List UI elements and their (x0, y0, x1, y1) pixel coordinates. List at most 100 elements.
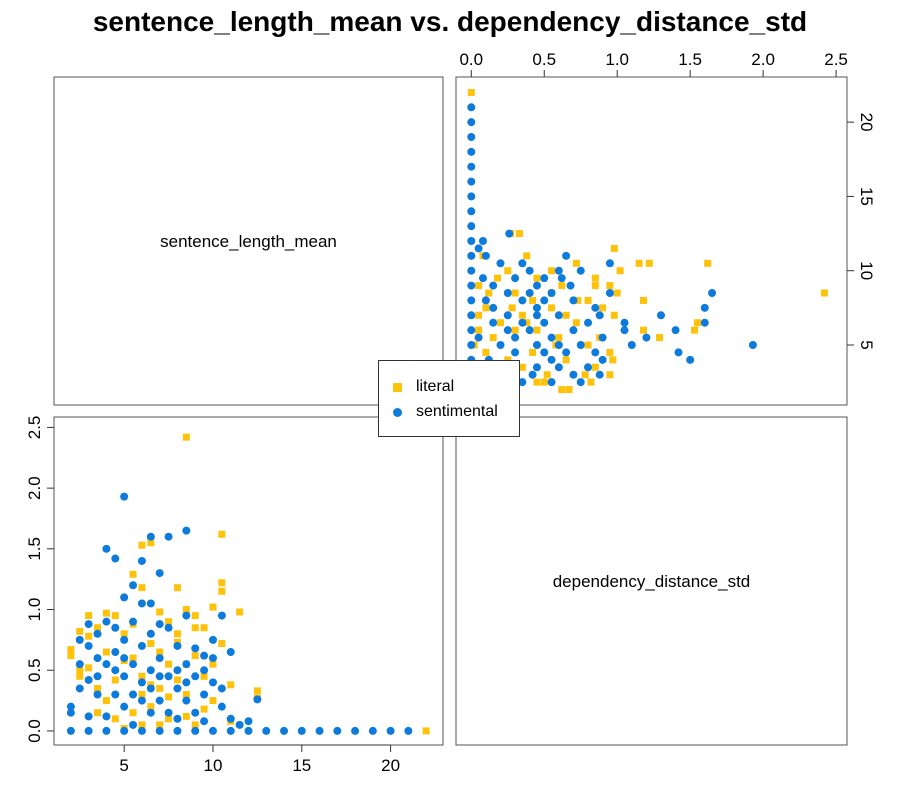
x-tick-label: 20 (381, 756, 400, 775)
sentimental-point (518, 318, 527, 327)
sentimental-point (576, 266, 585, 275)
literal-point (533, 378, 541, 386)
sentimental-point (554, 363, 563, 372)
literal-point (191, 612, 199, 620)
literal-point (138, 721, 146, 729)
literal-point (111, 676, 119, 684)
sentimental-point (208, 654, 217, 663)
literal-point (129, 570, 137, 578)
sentimental-point (84, 675, 93, 684)
literal-point (511, 289, 519, 297)
sentimental-point (478, 274, 487, 283)
sentimental-point (467, 326, 476, 335)
sentimental-point (173, 726, 182, 735)
sentimental-point (532, 311, 541, 320)
sentimental-point (182, 660, 191, 669)
literal-point (496, 319, 504, 327)
literal-point (656, 334, 664, 342)
literal-point (639, 326, 647, 334)
sentimental-point (191, 726, 200, 735)
sentimental-point (217, 702, 226, 711)
legend: literal sentimental (378, 360, 520, 437)
sentimental-point (129, 690, 138, 699)
top-tick-label: 2.0 (751, 50, 775, 69)
sentimental-point (605, 259, 614, 268)
sentimental-point (532, 281, 541, 290)
sentimental-point (467, 133, 476, 141)
literal-point (165, 715, 173, 723)
literal-point (504, 356, 512, 364)
sentimental-point (351, 726, 360, 735)
literal-point (138, 541, 146, 549)
sentimental-point (481, 296, 490, 305)
sentimental-point (595, 370, 604, 379)
sentimental-point (503, 326, 512, 335)
literal-point (562, 311, 570, 319)
sentimental-point (315, 726, 324, 735)
sentimental-point (467, 237, 476, 245)
sentimental-point (173, 684, 182, 693)
sentimental-point (547, 378, 556, 387)
sentimental-point (217, 611, 226, 620)
literal-point (616, 267, 624, 275)
literal-point (565, 386, 573, 394)
literal-point (529, 348, 537, 356)
top-tick-label: 0.5 (532, 50, 556, 69)
literal-point (515, 230, 523, 238)
literal-point (173, 584, 181, 592)
literal-point (67, 646, 75, 654)
x-tick-label: 5 (119, 756, 128, 775)
literal-point (76, 627, 84, 635)
chart-title: sentence_length_mean vs. dependency_dist… (92, 6, 808, 37)
sentimental-point (525, 289, 534, 297)
sentimental-point (93, 672, 102, 681)
literal-point (485, 289, 493, 297)
panel-top-right (455, 76, 848, 406)
literal-point (562, 356, 570, 364)
sentimental-point (478, 237, 487, 245)
literal-point (218, 530, 226, 538)
sentimental-point (226, 714, 235, 723)
sentimental-point (111, 690, 120, 699)
sentimental-point (496, 341, 505, 349)
sentimental-point (111, 623, 120, 632)
sentimental-point (75, 635, 84, 644)
sentimental-point (700, 303, 709, 312)
literal-point (475, 326, 483, 334)
literal-point (94, 684, 102, 692)
sentimental-point (532, 303, 541, 312)
literal-point (173, 630, 181, 638)
sentimental-point (173, 714, 182, 723)
literal-point (591, 274, 599, 282)
top-tick-label: 0.0 (459, 50, 483, 69)
literal-point (610, 311, 618, 319)
literal-point (489, 334, 497, 342)
sentimental-point (554, 266, 563, 275)
sentimental-point (155, 726, 164, 735)
sentimental-point (146, 708, 155, 717)
sentimental-point (576, 378, 585, 387)
sentimental-point (120, 654, 129, 663)
literal-point (147, 640, 155, 648)
sentimental-point (182, 611, 191, 620)
sentimental-point (595, 311, 604, 320)
literal-point (511, 326, 519, 334)
sentimental-point (111, 666, 120, 675)
sentimental-point (605, 289, 614, 297)
literal-point (704, 259, 712, 267)
sentimental-point (569, 326, 578, 335)
sentimental-point (467, 162, 476, 171)
sentimental-point (569, 296, 578, 305)
sentimental-point (75, 684, 84, 693)
literal-point (558, 282, 566, 290)
literal-point (209, 603, 217, 611)
literal-point (591, 282, 599, 290)
diag-label-sentence-length-mean: sentence_length_mean (160, 232, 337, 251)
sentimental-point (467, 266, 476, 275)
literal-point (253, 687, 261, 695)
sentimental-point (591, 303, 600, 312)
literal-point (533, 326, 541, 334)
literal-point (609, 356, 617, 364)
sentimental-point (481, 251, 490, 260)
literal-point (518, 363, 526, 371)
